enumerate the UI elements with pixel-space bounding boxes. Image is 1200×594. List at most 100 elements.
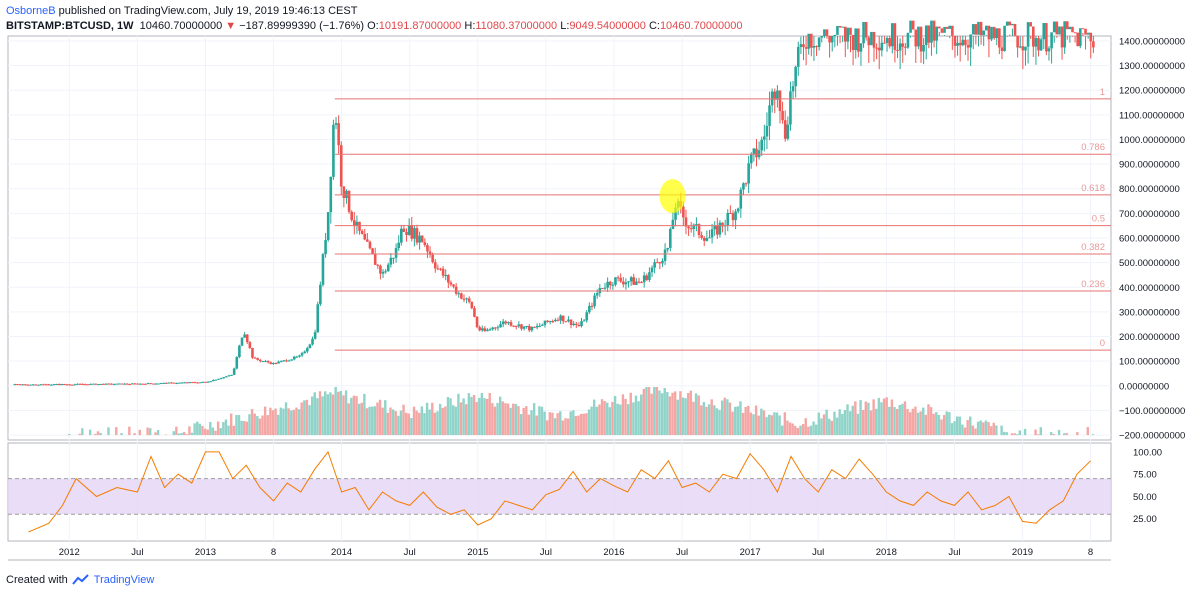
candle bbox=[890, 23, 894, 47]
candle bbox=[295, 356, 299, 358]
candle bbox=[1073, 32, 1077, 34]
volume-bar bbox=[517, 406, 520, 436]
volume-bar bbox=[848, 411, 852, 436]
fib-level-label: 1 bbox=[1100, 87, 1105, 98]
candle bbox=[133, 383, 137, 385]
candle bbox=[716, 225, 719, 235]
volume-bar bbox=[206, 429, 209, 436]
price-axis-label: −200.00000000 bbox=[1119, 431, 1185, 442]
candle bbox=[261, 361, 265, 363]
candle bbox=[932, 20, 936, 41]
candle bbox=[810, 33, 813, 48]
rsi-line bbox=[28, 450, 1091, 533]
volume-bar bbox=[875, 408, 878, 436]
volume-bar bbox=[731, 411, 734, 436]
candle bbox=[1047, 48, 1051, 52]
candle bbox=[486, 329, 489, 332]
candle bbox=[313, 332, 317, 339]
candle bbox=[561, 315, 565, 322]
candle bbox=[76, 383, 79, 385]
candle bbox=[830, 36, 834, 43]
volume-bar bbox=[290, 410, 293, 436]
candle bbox=[590, 305, 594, 307]
time-axis-label: Jul bbox=[404, 547, 416, 558]
time-axis-label: 2019 bbox=[1012, 547, 1033, 558]
candle bbox=[922, 44, 925, 52]
candle bbox=[214, 379, 218, 381]
candle bbox=[695, 224, 698, 226]
volume-bar bbox=[882, 398, 886, 436]
volume-bar bbox=[1091, 434, 1095, 436]
volume-bar bbox=[334, 387, 337, 436]
candle bbox=[321, 254, 325, 285]
volume-bar bbox=[564, 418, 567, 436]
candle bbox=[131, 383, 134, 385]
candle bbox=[65, 384, 69, 386]
volume-bar bbox=[271, 410, 275, 436]
candle bbox=[522, 326, 526, 329]
candle bbox=[457, 293, 461, 295]
candle bbox=[225, 376, 228, 378]
volume-bar bbox=[653, 387, 656, 436]
candle bbox=[170, 382, 173, 384]
candle bbox=[564, 321, 568, 323]
author-link[interactable]: OsborneB bbox=[6, 5, 56, 17]
candle bbox=[650, 267, 654, 273]
candle bbox=[603, 287, 607, 289]
candle bbox=[279, 360, 283, 362]
candle bbox=[906, 32, 910, 48]
publish-info: published on TradingView.com, July 19, 2… bbox=[58, 5, 358, 17]
volume-bar bbox=[78, 433, 81, 436]
price-axis: 1400.00000000 1300.00000000 1200.00000000 1… bbox=[1119, 36, 1185, 441]
candle bbox=[175, 383, 179, 385]
volume-bar bbox=[368, 406, 371, 436]
volume-bar bbox=[872, 399, 875, 436]
volume-bar bbox=[778, 415, 781, 436]
volume-bar bbox=[707, 404, 711, 436]
volume-bar bbox=[817, 412, 820, 436]
candle bbox=[909, 20, 912, 33]
candle bbox=[1050, 32, 1053, 49]
volume-series bbox=[68, 387, 1095, 436]
volume-bar bbox=[418, 412, 421, 436]
volume-bar bbox=[227, 425, 230, 436]
candle bbox=[702, 237, 706, 241]
volume-bar bbox=[762, 410, 766, 436]
volume-bar bbox=[475, 402, 478, 436]
volume-bar bbox=[838, 409, 841, 436]
candle bbox=[653, 262, 656, 268]
volume-bar bbox=[681, 397, 685, 436]
candle bbox=[248, 342, 252, 349]
volume-bar bbox=[384, 400, 387, 436]
volume-bar bbox=[1050, 432, 1053, 436]
candle bbox=[546, 320, 549, 323]
volume-bar bbox=[245, 421, 249, 436]
volume-bar bbox=[924, 414, 928, 436]
volume-bar bbox=[640, 394, 643, 436]
candle bbox=[739, 189, 743, 209]
volume-bar bbox=[611, 401, 614, 436]
volume-bar bbox=[1036, 434, 1040, 436]
volume-bar bbox=[655, 387, 659, 436]
candle bbox=[930, 20, 933, 43]
volume-bar bbox=[253, 413, 256, 436]
candle bbox=[316, 304, 320, 333]
candle bbox=[828, 35, 831, 43]
candle bbox=[619, 277, 622, 282]
tradingview-link[interactable]: TradingView bbox=[93, 574, 155, 586]
candle bbox=[193, 382, 197, 384]
candle bbox=[18, 384, 22, 386]
candle bbox=[783, 120, 787, 139]
volume-bar bbox=[825, 409, 828, 436]
candle bbox=[935, 26, 938, 41]
volume-bar bbox=[1065, 433, 1069, 436]
candle bbox=[467, 298, 471, 302]
volume-bar bbox=[324, 391, 327, 436]
candle bbox=[418, 235, 421, 243]
candle bbox=[42, 384, 45, 386]
candle bbox=[789, 91, 792, 125]
candle bbox=[773, 91, 777, 100]
candle bbox=[366, 239, 369, 242]
volume-bar bbox=[478, 397, 481, 436]
